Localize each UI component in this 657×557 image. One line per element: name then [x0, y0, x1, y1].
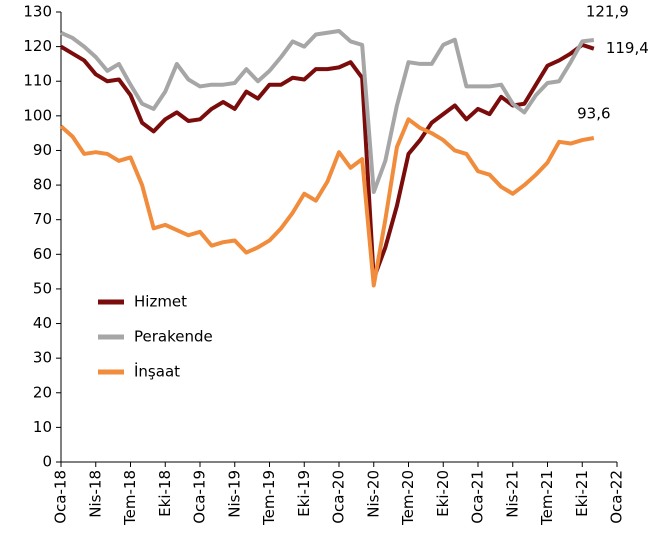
- y-tick-label: 20: [33, 383, 52, 401]
- y-tick-label: 50: [33, 279, 52, 297]
- x-tick-label: Eki-21: [573, 470, 591, 517]
- data-label: 93,6: [577, 105, 610, 123]
- y-tick-label: 80: [33, 176, 52, 194]
- x-tick-label: Oca-18: [52, 470, 70, 524]
- y-tick-label: 0: [42, 453, 52, 471]
- legend-label: Perakende: [134, 328, 213, 346]
- x-tick-label: Eki-20: [434, 470, 452, 517]
- x-tick-label: Nis-19: [225, 470, 243, 518]
- x-tick-label: Nis-18: [86, 470, 104, 518]
- x-tick-label: Oca-19: [191, 470, 209, 524]
- y-tick-label: 40: [33, 314, 52, 332]
- y-tick-label: 90: [33, 141, 52, 159]
- y-tick-label: 30: [33, 349, 52, 367]
- x-tick-label: Eki-19: [295, 470, 313, 517]
- x-tick-label: Nis-21: [503, 470, 521, 518]
- x-tick-label: Oca-22: [608, 470, 626, 524]
- y-tick-label: 110: [23, 72, 52, 90]
- y-tick-label: 60: [33, 245, 52, 263]
- x-tick-label: Tem-20: [399, 470, 417, 526]
- legend-label: İnşaat: [134, 362, 180, 381]
- y-tick-label: 70: [33, 210, 52, 228]
- series-line: [59, 117, 595, 288]
- y-tick-label: 100: [23, 106, 52, 124]
- y-tick-label: 120: [23, 37, 52, 55]
- y-tick-label: 130: [23, 3, 52, 21]
- x-tick-label: Oca-20: [330, 470, 348, 524]
- x-tick-label: Tem-21: [538, 470, 556, 526]
- series-line: [60, 29, 595, 194]
- x-tick-label: Eki-18: [156, 470, 174, 517]
- legend-label: Hizmet: [134, 293, 187, 311]
- x-tick-label: Tem-18: [121, 470, 139, 526]
- y-tick-label: 10: [33, 418, 52, 436]
- x-tick-label: Tem-19: [260, 470, 278, 526]
- series-line: [59, 42, 595, 281]
- data-label: 121,9: [586, 3, 629, 21]
- x-tick-label: Nis-20: [364, 470, 382, 518]
- x-tick-label: Oca-21: [469, 470, 487, 524]
- data-label: 119,4: [606, 39, 649, 57]
